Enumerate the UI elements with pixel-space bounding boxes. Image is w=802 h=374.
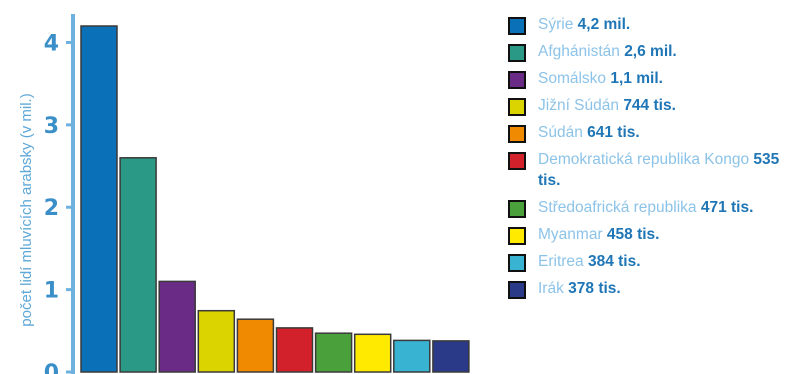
legend-swatch	[508, 152, 526, 170]
y-tick-label: 4	[44, 31, 59, 56]
bar	[353, 333, 392, 373]
legend-swatch	[508, 98, 526, 116]
legend-value: 1,1 mil.	[610, 70, 663, 87]
legend-swatch	[508, 17, 526, 35]
legend-swatch	[508, 200, 526, 218]
legend-label: Středoafrická republika	[538, 199, 697, 216]
bar	[236, 318, 275, 373]
bar	[119, 157, 157, 373]
legend-label: Jižní Súdán	[538, 97, 619, 114]
bar	[158, 280, 196, 373]
legend-value: 744 tis.	[623, 97, 676, 114]
legend-label: Somálsko	[538, 70, 607, 87]
legend-item: Afghánistán 2,6 mil.	[508, 41, 798, 62]
legend-label: Myanmar	[538, 226, 603, 243]
legend-value: 535 tis.	[538, 151, 780, 189]
legend-value: 641 tis.	[587, 124, 640, 141]
legend-value: 4,2 mil.	[577, 16, 631, 33]
bar	[393, 339, 431, 373]
legend-value: 384 tis.	[587, 253, 641, 270]
legend-swatch	[508, 125, 526, 143]
legend-value: 471 tis.	[700, 199, 754, 216]
legend-swatch	[508, 281, 526, 299]
bar	[80, 25, 118, 373]
legend-swatch	[508, 44, 526, 62]
legend-label: Irák	[538, 280, 564, 297]
legend-item: Somálsko 1,1 mil.	[508, 68, 798, 89]
bar	[314, 332, 353, 373]
legend-label: Súdán	[538, 124, 583, 141]
y-tick-label: 0	[44, 361, 59, 374]
bars	[80, 25, 470, 373]
legend-value: 458 tis.	[606, 226, 660, 243]
legend-value: 2,6 mil.	[624, 43, 677, 60]
y-tick-label: 2	[44, 196, 59, 221]
bar-chart: počet lidí mluvících arabsky (v mil.) 0 1…	[18, 14, 470, 374]
legend-item: Irák 378 tis.	[508, 278, 798, 299]
legend-label: Eritrea	[538, 253, 584, 270]
legend-item: Eritrea 384 tis.	[508, 251, 798, 272]
legend-item: Jižní Súdán 744 tis.	[508, 95, 798, 116]
legend-label: Afghánistán	[538, 43, 620, 60]
bar	[197, 309, 236, 373]
legend: Sýrie 4,2 mil. Afghánistán 2,6 mil. Somáls…	[508, 14, 798, 305]
bar	[432, 340, 470, 373]
legend-item: Sýrie 4,2 mil.	[508, 14, 798, 35]
legend-item: Súdán 641 tis.	[508, 122, 798, 143]
legend-item: Demokratická republika Kongo 535 tis.	[508, 149, 798, 191]
legend-value: 378 tis.	[568, 280, 621, 297]
bar	[275, 327, 314, 373]
legend-swatch	[508, 227, 526, 245]
legend-item: Myanmar 458 tis.	[508, 224, 798, 245]
legend-label: Sýrie	[538, 16, 574, 33]
legend-label: Demokratická republika Kongo	[538, 151, 750, 168]
y-tick-label: 1	[44, 279, 59, 304]
legend-item: Středoafrická republika 471 tis.	[508, 197, 798, 218]
y-axis-label: počet lidí mluvících arabsky (v mil.)	[18, 93, 35, 326]
y-tick-label: 3	[44, 114, 59, 139]
legend-swatch	[508, 254, 526, 272]
y-axis: 0 1 2 3 4	[44, 14, 75, 374]
legend-swatch	[508, 71, 526, 89]
